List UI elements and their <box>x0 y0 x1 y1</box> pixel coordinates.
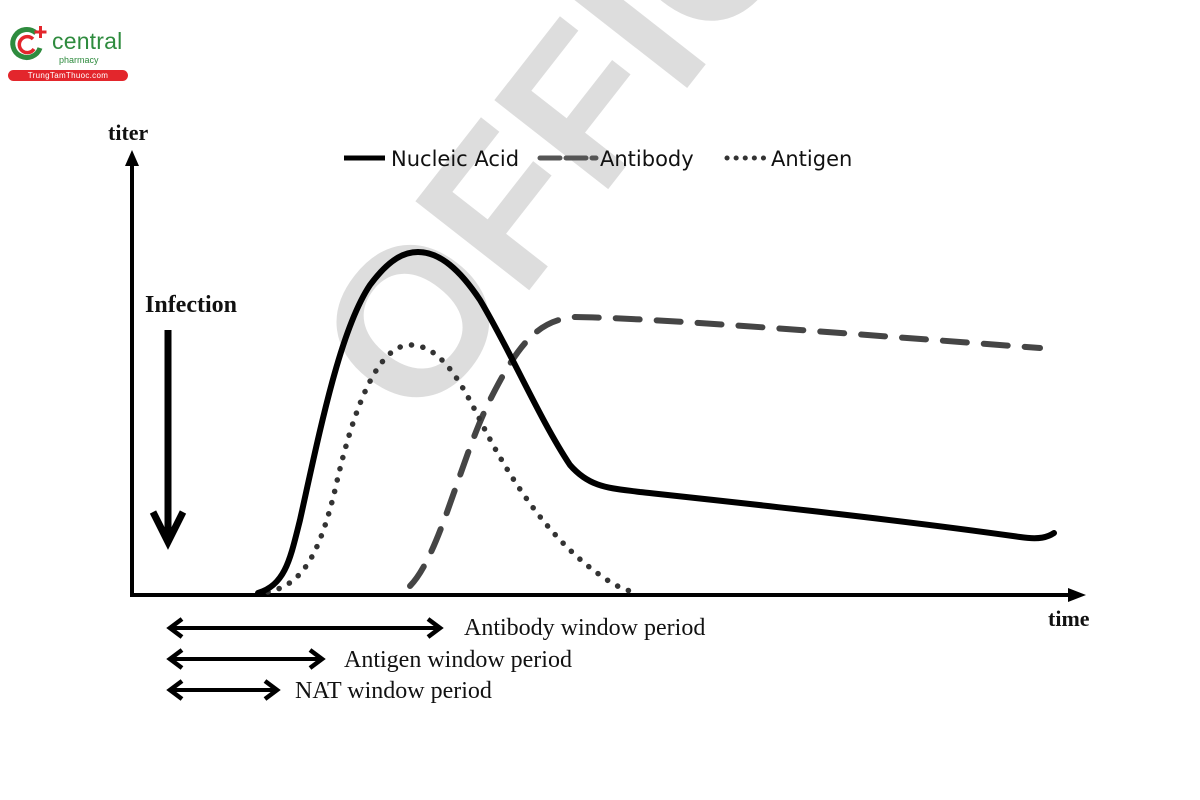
window-period-nat: NAT window period <box>166 678 492 704</box>
legend-antibody: Antibody <box>600 147 694 171</box>
legend-antigen: Antigen <box>771 147 852 171</box>
window-period-antibody: Antibody window period <box>166 615 705 641</box>
brand-name: central <box>52 28 123 54</box>
brand-badge: TrungTamThuoc.com <box>8 70 128 81</box>
x-axis-label: time <box>1048 606 1090 631</box>
brand-logo: central pharmacy TrungTamThuoc.com <box>6 22 130 82</box>
svg-text:Antigen window period: Antigen window period <box>344 647 572 673</box>
legend-nucleic-acid: Nucleic Acid <box>391 147 519 171</box>
svg-text:OFFIC: OFFIC <box>270 0 843 458</box>
series-nucleic-acid <box>255 248 1057 596</box>
svg-text:NAT window period: NAT window period <box>295 678 492 704</box>
infection-arrow-icon <box>149 330 187 550</box>
svg-text:Antibody window period: Antibody window period <box>464 615 705 641</box>
series-antigen <box>265 342 637 595</box>
brand-sub: pharmacy <box>59 55 99 65</box>
y-axis-label: titer <box>108 120 149 145</box>
x-axis <box>130 588 1086 602</box>
pharmacy-cross-icon <box>10 26 47 60</box>
series-antibody <box>407 313 1043 589</box>
y-axis <box>125 150 139 596</box>
watermark: OFFIC <box>270 0 843 458</box>
window-period-antigen: Antigen window period <box>166 647 572 673</box>
legend: Nucleic Acid Antibody Antigen <box>344 147 852 171</box>
infection-label: Infection <box>145 292 237 318</box>
